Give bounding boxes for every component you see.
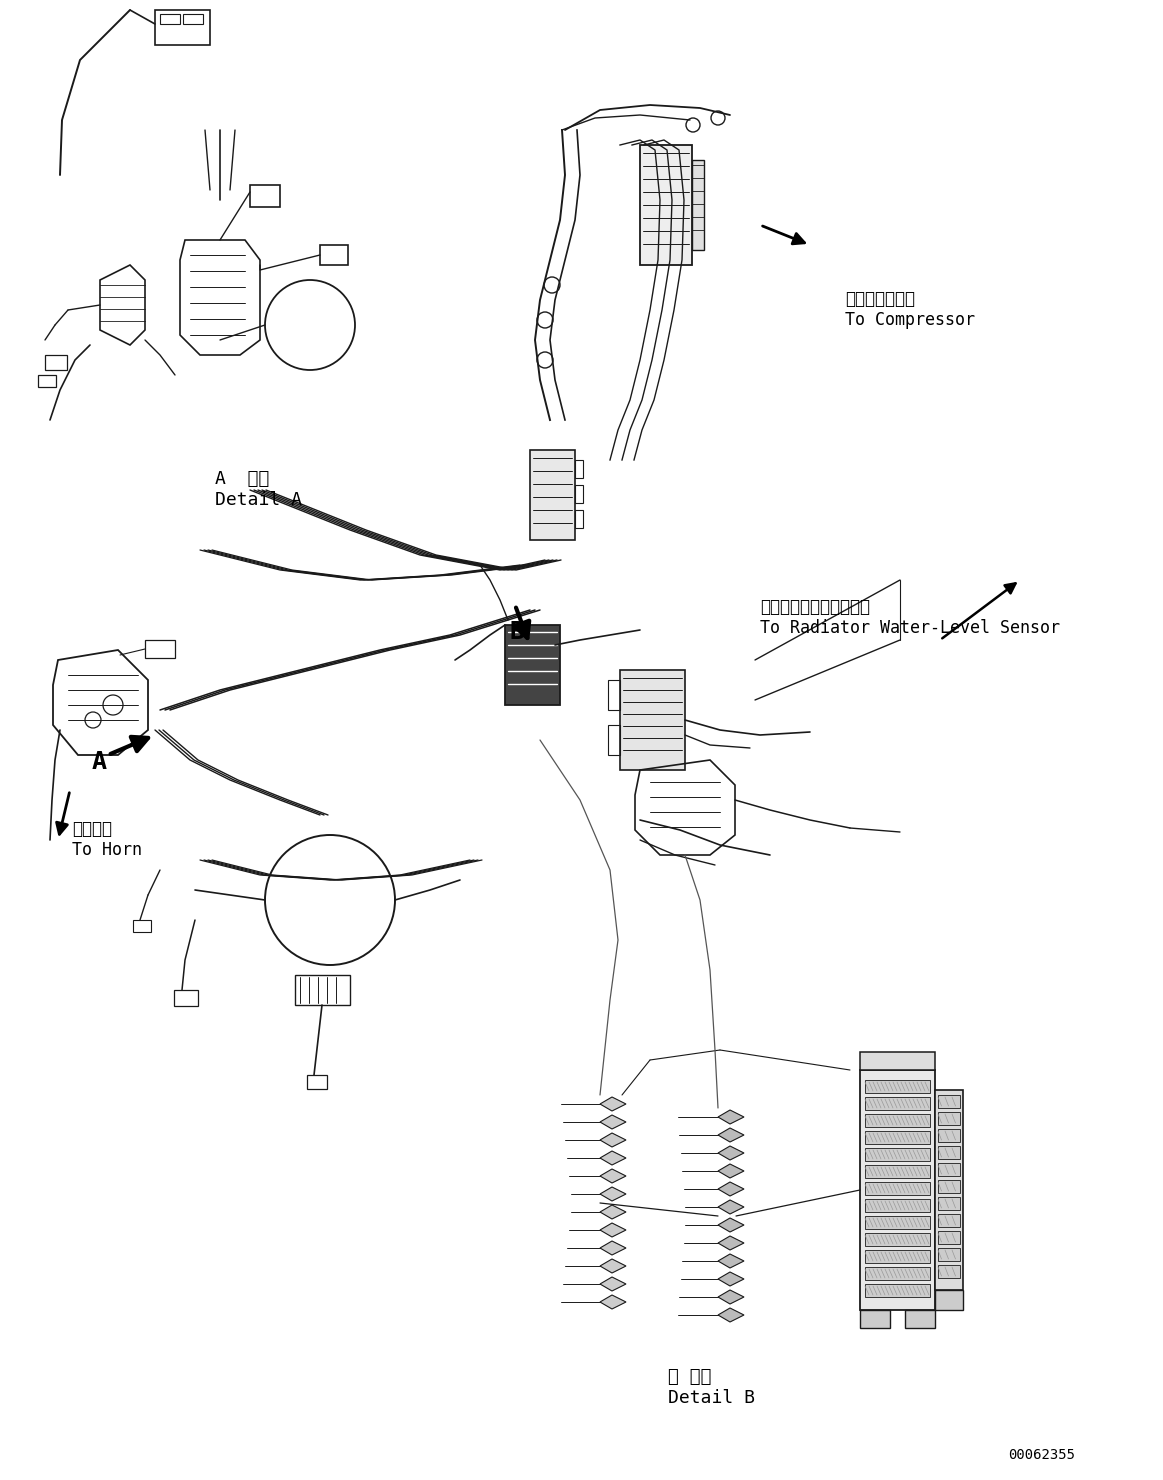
Polygon shape bbox=[600, 1169, 626, 1183]
Polygon shape bbox=[718, 1254, 744, 1268]
Polygon shape bbox=[600, 1242, 626, 1255]
Text: 日 詳細
Detail B: 日 詳細 Detail B bbox=[668, 1368, 755, 1407]
Bar bbox=[295, 975, 350, 1005]
Polygon shape bbox=[718, 1271, 744, 1286]
Bar bbox=[865, 1183, 930, 1194]
Bar bbox=[174, 990, 198, 1006]
Bar bbox=[160, 13, 180, 24]
Bar bbox=[865, 1251, 930, 1262]
Bar bbox=[575, 511, 583, 528]
Bar bbox=[145, 639, 174, 659]
Bar bbox=[939, 1180, 959, 1193]
Bar bbox=[865, 1217, 930, 1228]
Polygon shape bbox=[718, 1200, 744, 1214]
Bar bbox=[183, 13, 204, 24]
Polygon shape bbox=[718, 1183, 744, 1196]
Polygon shape bbox=[600, 1151, 626, 1165]
Bar bbox=[865, 1233, 930, 1246]
Polygon shape bbox=[718, 1146, 744, 1160]
Bar bbox=[865, 1097, 930, 1110]
Bar bbox=[505, 625, 561, 704]
Bar bbox=[935, 1291, 963, 1310]
Polygon shape bbox=[600, 1097, 626, 1111]
Bar bbox=[865, 1080, 930, 1094]
Text: ホーンへ
To Horn: ホーンへ To Horn bbox=[72, 820, 142, 858]
Bar bbox=[865, 1285, 930, 1296]
Text: B: B bbox=[511, 620, 525, 644]
Bar bbox=[939, 1265, 959, 1279]
Bar bbox=[307, 1074, 327, 1089]
Text: ラジエータ水位センサへ
To Radiator Water-Level Sensor: ラジエータ水位センサへ To Radiator Water-Level Sens… bbox=[759, 598, 1059, 636]
Bar bbox=[608, 725, 620, 755]
Polygon shape bbox=[600, 1295, 626, 1308]
Polygon shape bbox=[718, 1128, 744, 1143]
Bar bbox=[905, 1310, 935, 1328]
Bar bbox=[939, 1146, 959, 1159]
Polygon shape bbox=[718, 1163, 744, 1178]
Bar bbox=[320, 246, 348, 265]
Bar bbox=[575, 460, 583, 478]
Bar bbox=[859, 1310, 890, 1328]
Bar bbox=[939, 1095, 959, 1109]
Bar bbox=[939, 1231, 959, 1245]
Bar bbox=[575, 485, 583, 503]
Bar bbox=[608, 679, 620, 710]
Bar bbox=[250, 185, 280, 207]
Bar bbox=[865, 1165, 930, 1178]
Polygon shape bbox=[718, 1110, 744, 1123]
Bar bbox=[692, 160, 704, 250]
Bar bbox=[859, 1070, 935, 1310]
Bar bbox=[865, 1267, 930, 1280]
Polygon shape bbox=[600, 1114, 626, 1129]
Polygon shape bbox=[600, 1222, 626, 1237]
Polygon shape bbox=[718, 1236, 744, 1251]
Text: コンプレッサへ
To Compressor: コンプレッサへ To Compressor bbox=[846, 290, 975, 329]
Bar bbox=[939, 1129, 959, 1143]
Polygon shape bbox=[600, 1187, 626, 1200]
Bar bbox=[45, 355, 67, 370]
Bar bbox=[620, 670, 685, 770]
Bar bbox=[865, 1199, 930, 1212]
Polygon shape bbox=[600, 1259, 626, 1273]
Bar bbox=[155, 10, 211, 44]
Bar bbox=[133, 921, 151, 932]
Bar bbox=[939, 1248, 959, 1261]
Bar bbox=[935, 1089, 963, 1291]
Bar bbox=[865, 1114, 930, 1126]
Text: 00062355: 00062355 bbox=[1008, 1447, 1075, 1462]
Bar bbox=[939, 1163, 959, 1177]
Bar bbox=[640, 145, 692, 265]
Bar bbox=[939, 1214, 959, 1227]
Polygon shape bbox=[718, 1291, 744, 1304]
Bar bbox=[865, 1131, 930, 1144]
Bar bbox=[530, 450, 575, 540]
Bar bbox=[939, 1111, 959, 1125]
Text: A  詳細
Detail A: A 詳細 Detail A bbox=[215, 471, 302, 509]
Bar bbox=[865, 1148, 930, 1160]
Bar bbox=[939, 1197, 959, 1211]
Polygon shape bbox=[600, 1134, 626, 1147]
Text: A: A bbox=[92, 750, 107, 774]
Polygon shape bbox=[718, 1218, 744, 1231]
Polygon shape bbox=[600, 1205, 626, 1220]
Polygon shape bbox=[600, 1277, 626, 1291]
Bar bbox=[859, 1052, 935, 1070]
Bar bbox=[38, 374, 56, 386]
Polygon shape bbox=[718, 1308, 744, 1322]
